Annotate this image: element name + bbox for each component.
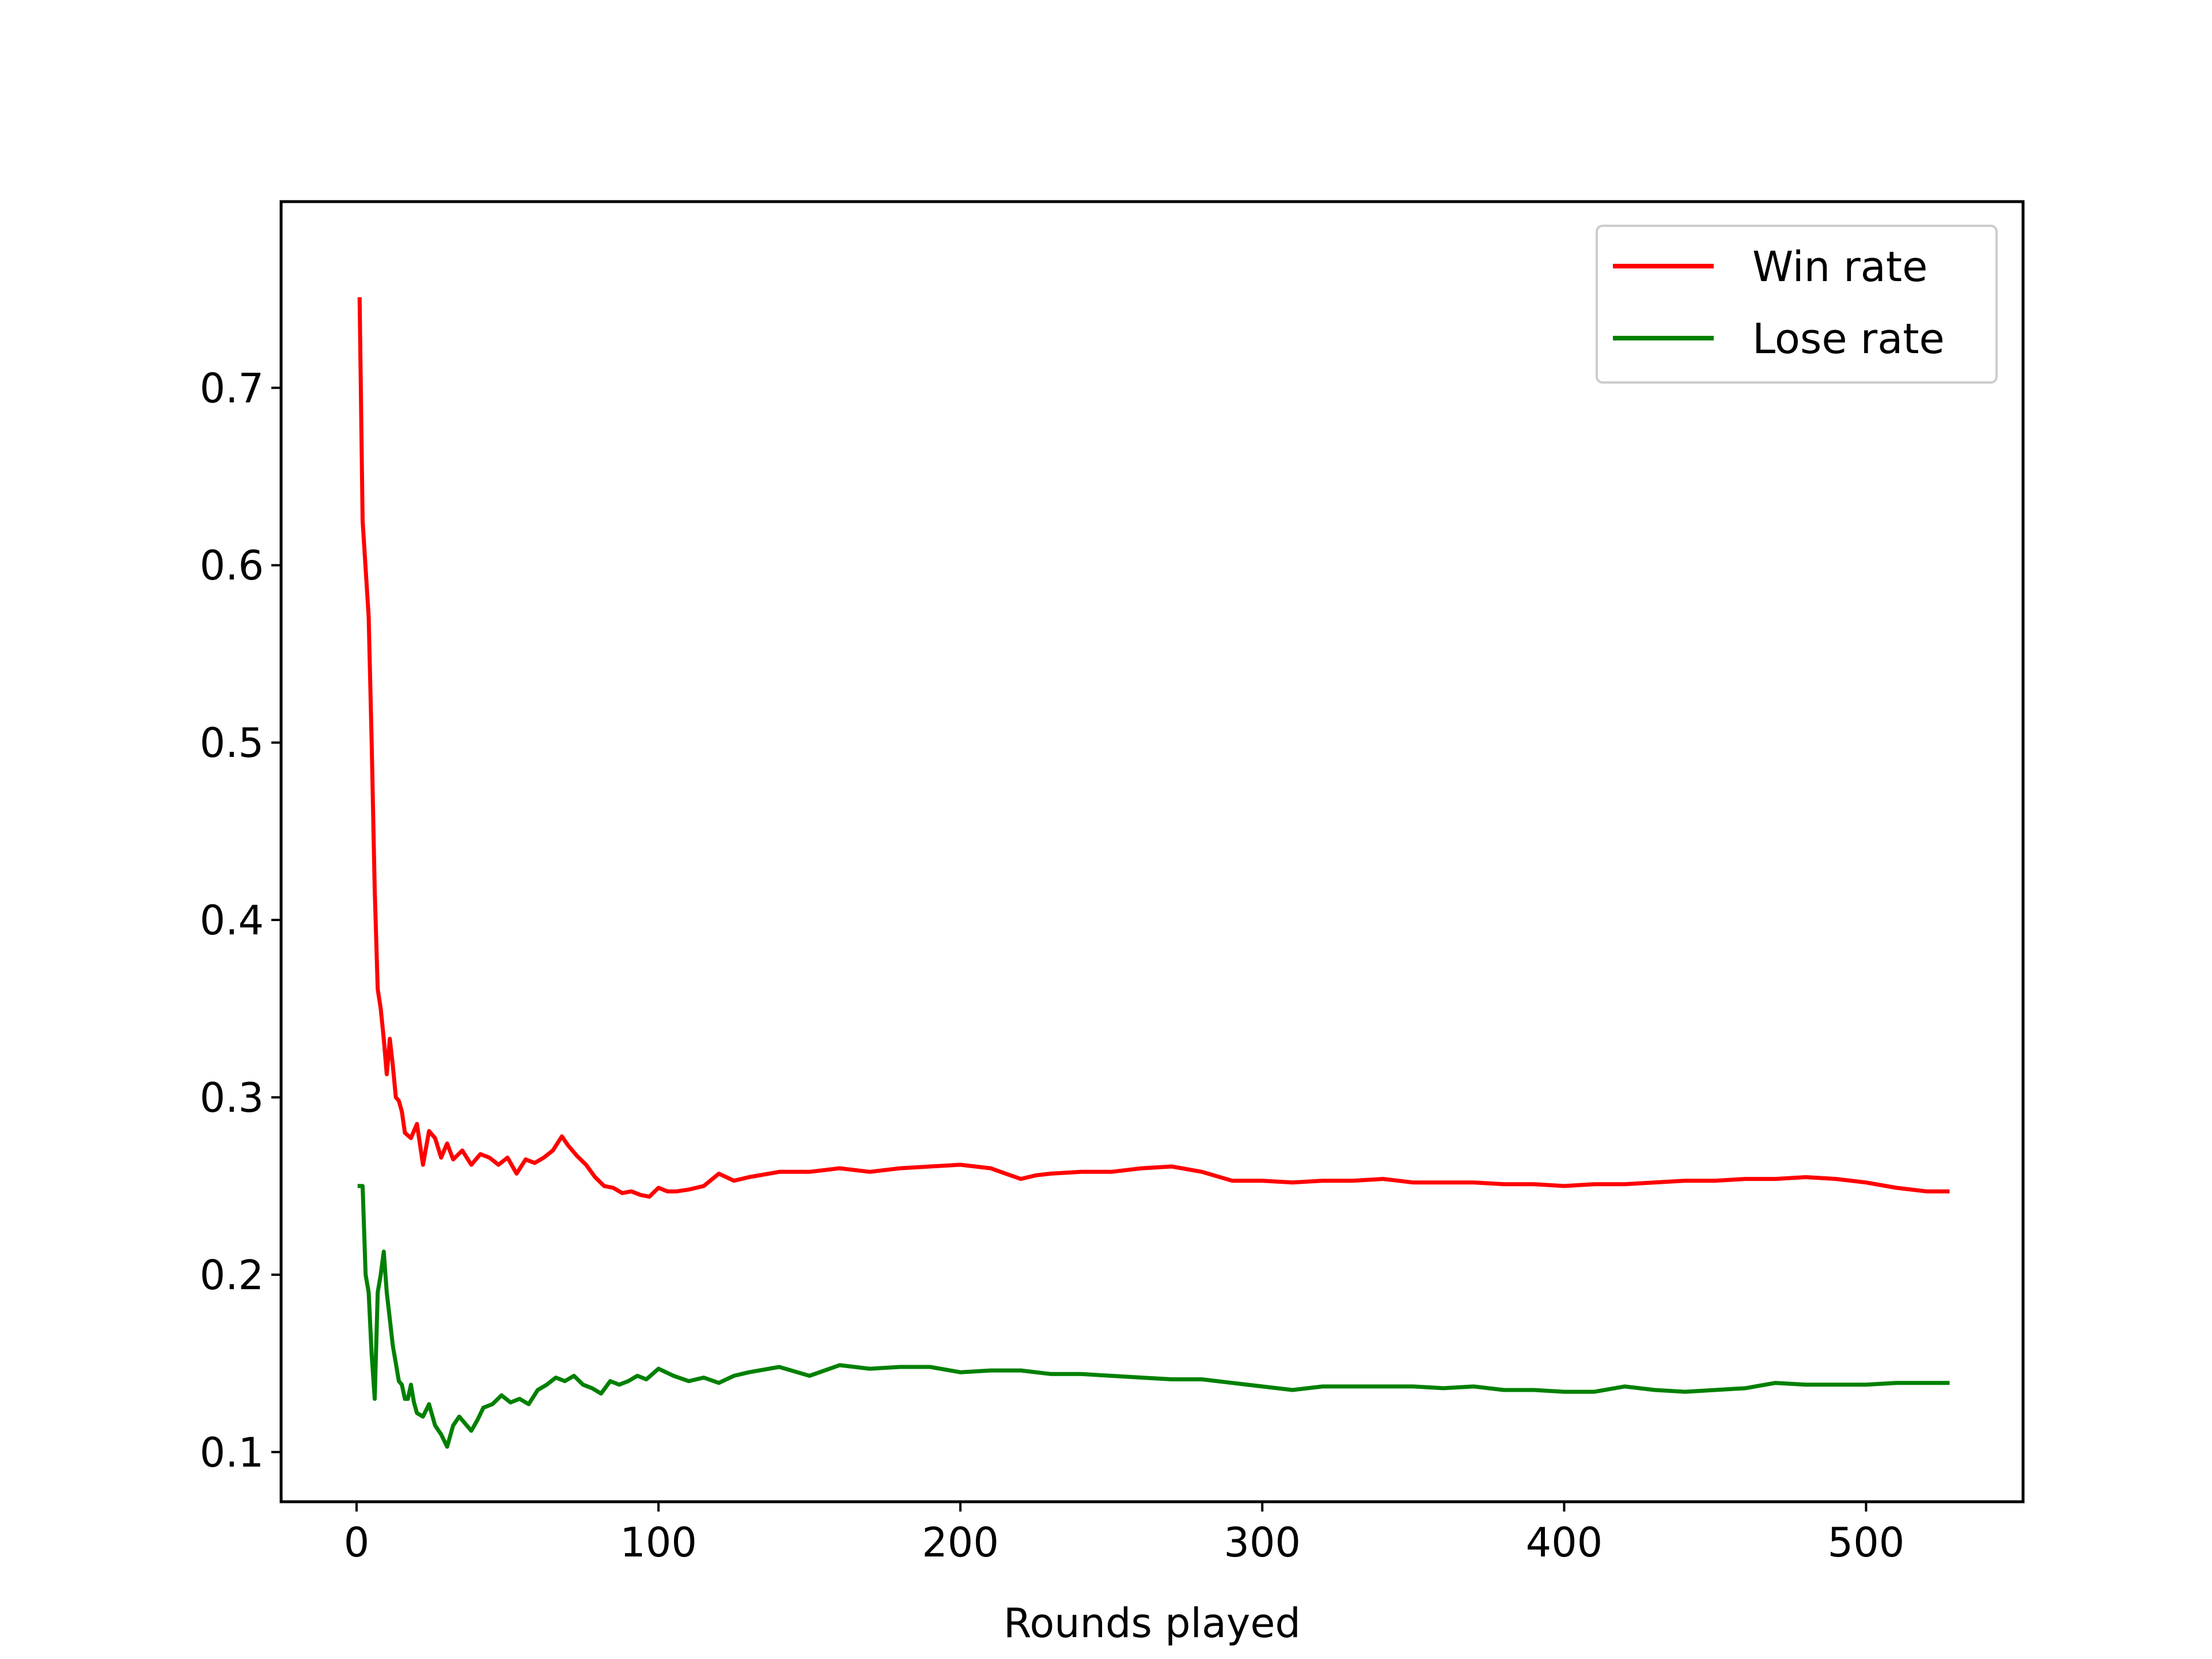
series-line-lose-rate xyxy=(357,1184,1950,1449)
x-tick-label: 0 xyxy=(344,1519,370,1566)
x-axis-label: Rounds played xyxy=(1003,1600,1301,1647)
y-tick-label: 0.3 xyxy=(200,1074,264,1122)
plot-area-frame xyxy=(279,200,2025,1503)
legend-label-lose-rate: Lose rate xyxy=(1752,315,1945,363)
y-tick-label: 0.2 xyxy=(200,1252,264,1299)
series-layer xyxy=(357,297,1950,1449)
series-line-win-rate xyxy=(357,297,1950,1199)
x-tick-label: 400 xyxy=(1526,1519,1603,1566)
legend: Win rate Lose rate xyxy=(1596,225,1998,384)
legend-label-win-rate: Win rate xyxy=(1752,243,1927,291)
x-tick-label: 500 xyxy=(1828,1519,1905,1566)
y-tick-label: 0.7 xyxy=(200,365,264,412)
y-tick-label: 0.5 xyxy=(200,719,264,767)
x-tick-label: 300 xyxy=(1224,1519,1301,1566)
y-tick-label: 0.1 xyxy=(200,1429,264,1476)
y-tick-label: 0.4 xyxy=(200,897,264,944)
x-axis: 0 100 200 300 400 500 xyxy=(344,1502,1905,1566)
x-tick-label: 200 xyxy=(922,1519,999,1566)
x-tick-label: 100 xyxy=(620,1519,697,1566)
y-axis: 0.1 0.2 0.3 0.4 0.5 0.6 0.7 xyxy=(200,365,281,1476)
y-tick-label: 0.6 xyxy=(200,542,264,589)
